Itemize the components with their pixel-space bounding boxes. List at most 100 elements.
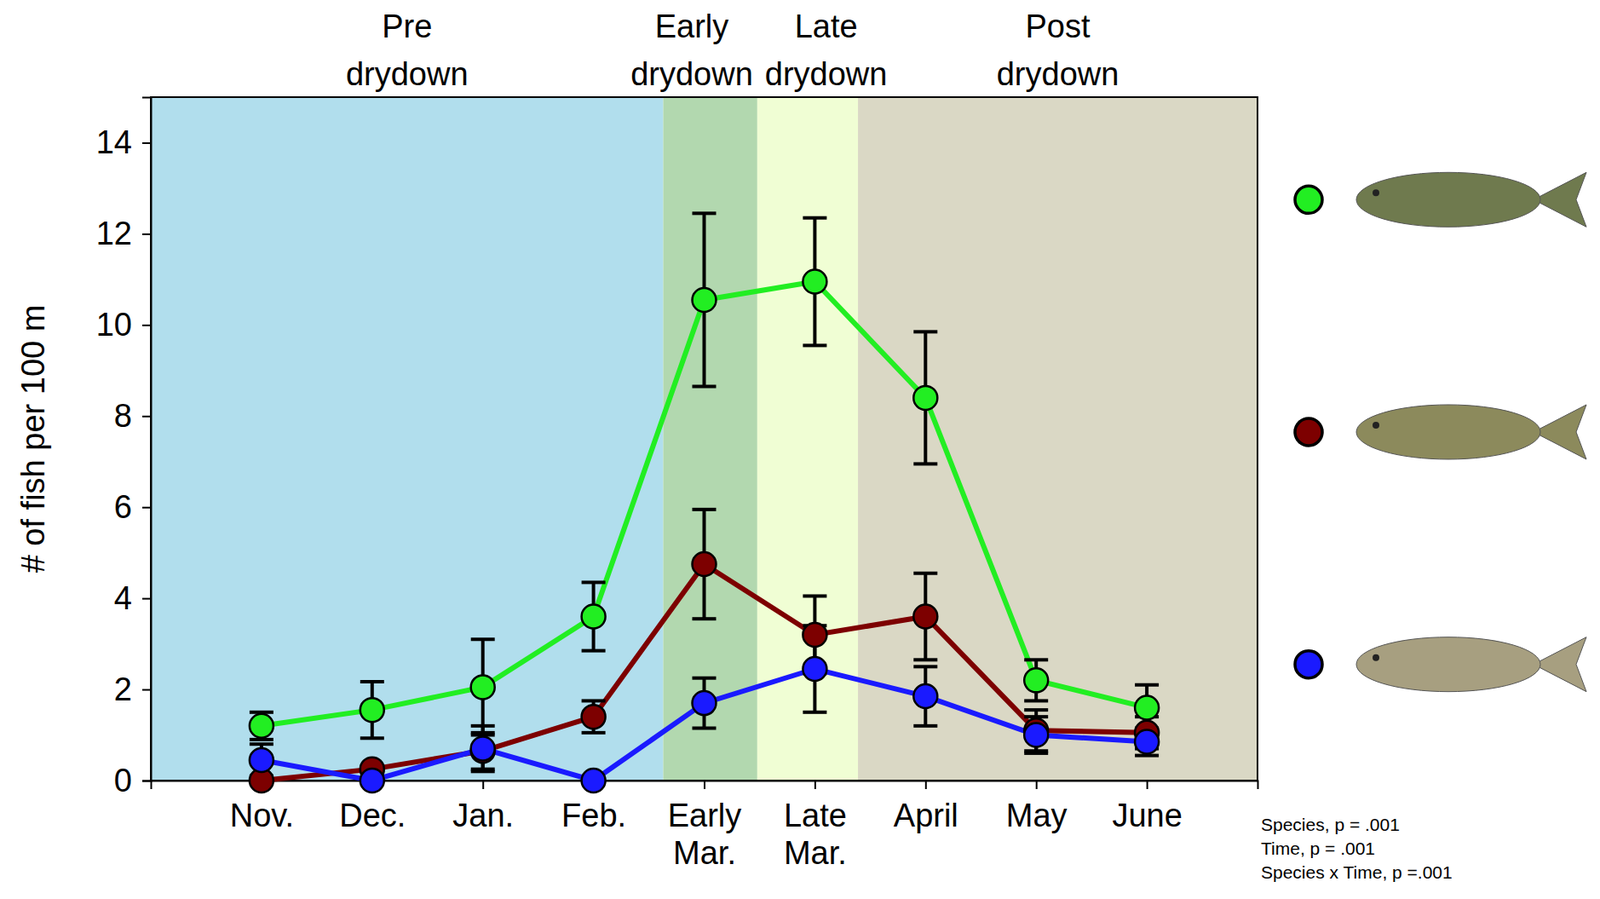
x-tick-label: Jan.	[452, 797, 514, 834]
error-bars	[249, 625, 1159, 781]
x-tick-label: April	[893, 797, 959, 834]
x-tick-label: Feb.	[561, 797, 627, 834]
data-point	[692, 690, 717, 715]
x-tick: June	[1111, 780, 1182, 834]
error-cap	[913, 657, 938, 662]
error-bar	[692, 212, 717, 386]
phase-label: Latedrydown	[765, 8, 888, 93]
fish-body	[1356, 404, 1541, 460]
data-point	[249, 748, 274, 772]
y-tick-mark	[142, 780, 151, 783]
error-cap	[471, 724, 495, 728]
error-cap	[471, 769, 495, 773]
y-tick-label: 10	[96, 306, 133, 343]
x-tick-label: EarlyMar.	[667, 797, 743, 871]
y-tick-mark	[142, 324, 151, 327]
y-tick-label: 4	[114, 580, 133, 616]
error-bar	[581, 700, 606, 732]
x-tick-label: May	[1006, 797, 1068, 834]
error-cap	[581, 649, 606, 653]
y-tick: 6	[114, 489, 151, 525]
error-bars	[249, 212, 1159, 740]
data-point	[581, 604, 606, 629]
data-point	[471, 674, 495, 699]
x-tick-label: June	[1111, 797, 1182, 834]
error-cap	[360, 736, 385, 740]
legend	[1294, 172, 1587, 691]
error-bars	[249, 509, 1159, 781]
error-bar	[360, 681, 385, 738]
markers	[249, 656, 1159, 793]
error-bar	[1024, 659, 1048, 701]
x-tick: Jan.	[452, 780, 514, 834]
y-tick: 2	[114, 671, 151, 708]
error-cap	[913, 664, 938, 668]
error-bar	[913, 331, 938, 464]
error-bar	[913, 573, 938, 661]
error-cap	[692, 385, 717, 389]
x-tick: LateMar.	[783, 780, 847, 871]
y-tick: 10	[96, 306, 151, 343]
x-tick-label: Dec.	[339, 797, 406, 834]
error-cap	[692, 726, 717, 731]
phase-band	[662, 97, 757, 781]
error-cap	[581, 730, 606, 735]
series-line	[261, 668, 1147, 781]
error-bar	[1024, 716, 1048, 754]
phase-backgrounds	[150, 97, 1258, 781]
data-point	[692, 552, 717, 576]
y-axis: 02468101214	[96, 97, 152, 799]
y-tick-mark	[142, 142, 151, 144]
error-cap	[802, 710, 827, 714]
error-cap	[581, 580, 606, 584]
error-cap	[802, 216, 827, 220]
fish-tail	[1533, 637, 1587, 692]
data-point	[802, 270, 827, 294]
y-tick-mark	[142, 598, 151, 600]
legend-marker	[1294, 650, 1323, 679]
phase-band	[150, 97, 663, 781]
fish-eye	[1372, 189, 1380, 196]
y-axis-line	[142, 97, 152, 782]
x-tick: April	[893, 780, 959, 834]
error-cap	[471, 637, 495, 641]
error-bar	[1024, 709, 1048, 751]
markers	[249, 270, 1159, 738]
annotations: Species, p = .001Time, p = .001Species x…	[1260, 814, 1453, 882]
stats-annotation: Time, p = .001	[1260, 838, 1376, 858]
plot-frame	[150, 97, 1258, 781]
x-tick: May	[1006, 780, 1068, 834]
error-cap	[1024, 657, 1048, 662]
y-tick: 12	[96, 215, 151, 252]
error-cap	[581, 698, 606, 703]
x-tick-mark	[703, 780, 706, 789]
legend-icon	[1356, 404, 1587, 460]
phase-label: Postdrydown	[996, 8, 1120, 93]
y-tick-mark	[142, 506, 151, 509]
error-cap	[913, 571, 938, 576]
stats-annotation: Species, p = .001	[1260, 814, 1400, 835]
fish-eye	[1372, 421, 1380, 429]
phase-labels: PredrydownEarlydrydownLatedrydownPostdry…	[345, 8, 1119, 93]
error-cap	[692, 616, 717, 621]
x-axis-line	[151, 781, 1259, 790]
plot-area	[249, 212, 1159, 793]
error-cap	[1024, 707, 1048, 712]
legend-icon	[1356, 172, 1587, 227]
x-axis: Nov.Dec.Jan.Feb.EarlyMar.LateMar.AprilMa…	[151, 780, 1259, 871]
error-cap	[692, 211, 717, 215]
x-tick-mark	[1035, 780, 1038, 789]
error-cap	[802, 343, 827, 347]
data-point	[802, 622, 827, 647]
y-tick-mark	[142, 689, 151, 691]
fish-tail	[1533, 404, 1587, 460]
data-point	[1134, 695, 1159, 720]
y-tick-label: 8	[114, 397, 133, 434]
x-tick-mark	[925, 780, 927, 789]
phase-band	[857, 97, 1258, 781]
error-bar	[581, 581, 606, 651]
y-tick-label: 0	[114, 762, 133, 799]
error-cap	[1134, 683, 1159, 687]
y-tick-label: 6	[114, 489, 133, 525]
error-bar	[692, 678, 717, 729]
